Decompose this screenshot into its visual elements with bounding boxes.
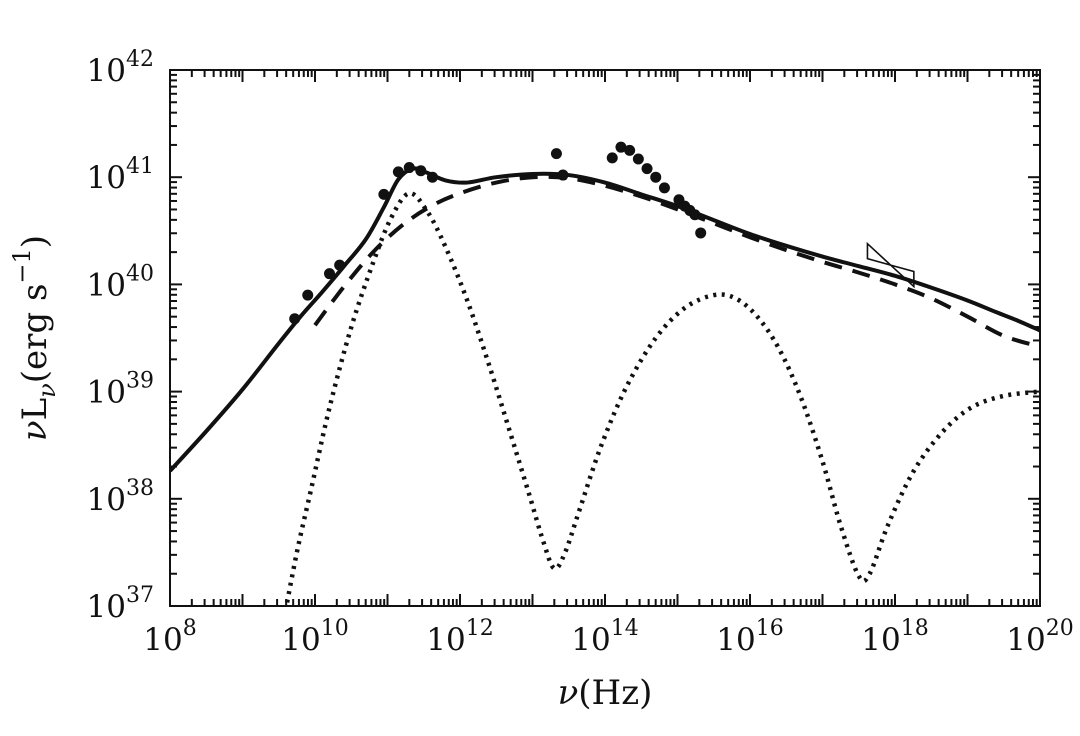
x-tick-label: 1020: [1006, 616, 1073, 658]
y-axis-title: νLν(erg s−1): [8, 235, 61, 441]
data-point: [695, 227, 707, 239]
data-point: [550, 148, 562, 160]
series-dashed-component: [313, 174, 1040, 349]
y-tick-label: 1037: [87, 583, 154, 625]
data-point: [658, 182, 670, 194]
data-point: [302, 289, 314, 301]
x-tick-label: 1012: [426, 616, 493, 658]
data-point: [324, 268, 335, 280]
data-point: [289, 313, 301, 325]
model-curves: [170, 166, 1040, 606]
data-point: [415, 165, 427, 177]
x-tick-label: 1014: [571, 616, 638, 658]
data-point: [606, 152, 618, 164]
data-point: [334, 259, 346, 271]
data-points: [289, 141, 707, 325]
data-point: [624, 144, 636, 156]
data-point: [557, 169, 569, 181]
y-tick-label: 1042: [87, 47, 154, 89]
data-point: [615, 141, 627, 153]
y-tick-label: 1038: [87, 476, 154, 518]
x-tick-label: 1010: [281, 616, 348, 658]
y-tick-label: 1039: [87, 369, 154, 411]
data-point: [641, 163, 653, 175]
x-tick-label: 108: [143, 616, 196, 658]
series-total-model: [170, 166, 1040, 473]
y-tick-label: 1040: [87, 261, 154, 303]
x-tick-label: 1016: [716, 616, 783, 658]
tick-labels: 108 1010 1012 1014 1016 1018 1020 1037 1038 1039 1…: [8, 47, 1074, 713]
series-dotted-component: [284, 191, 1040, 606]
data-point: [378, 188, 390, 200]
y-tick-label: 1041: [87, 154, 154, 196]
data-point: [403, 162, 415, 174]
data-point: [650, 171, 662, 183]
xray-bowtie: [866, 241, 915, 289]
x-tick-label: 1018: [861, 616, 928, 658]
data-point: [632, 153, 644, 165]
data-point: [392, 166, 404, 178]
x-axis-title: ν(Hz): [558, 673, 653, 713]
axis-ticks: [169, 69, 1041, 607]
data-point: [426, 171, 438, 183]
data-point: [689, 209, 701, 221]
